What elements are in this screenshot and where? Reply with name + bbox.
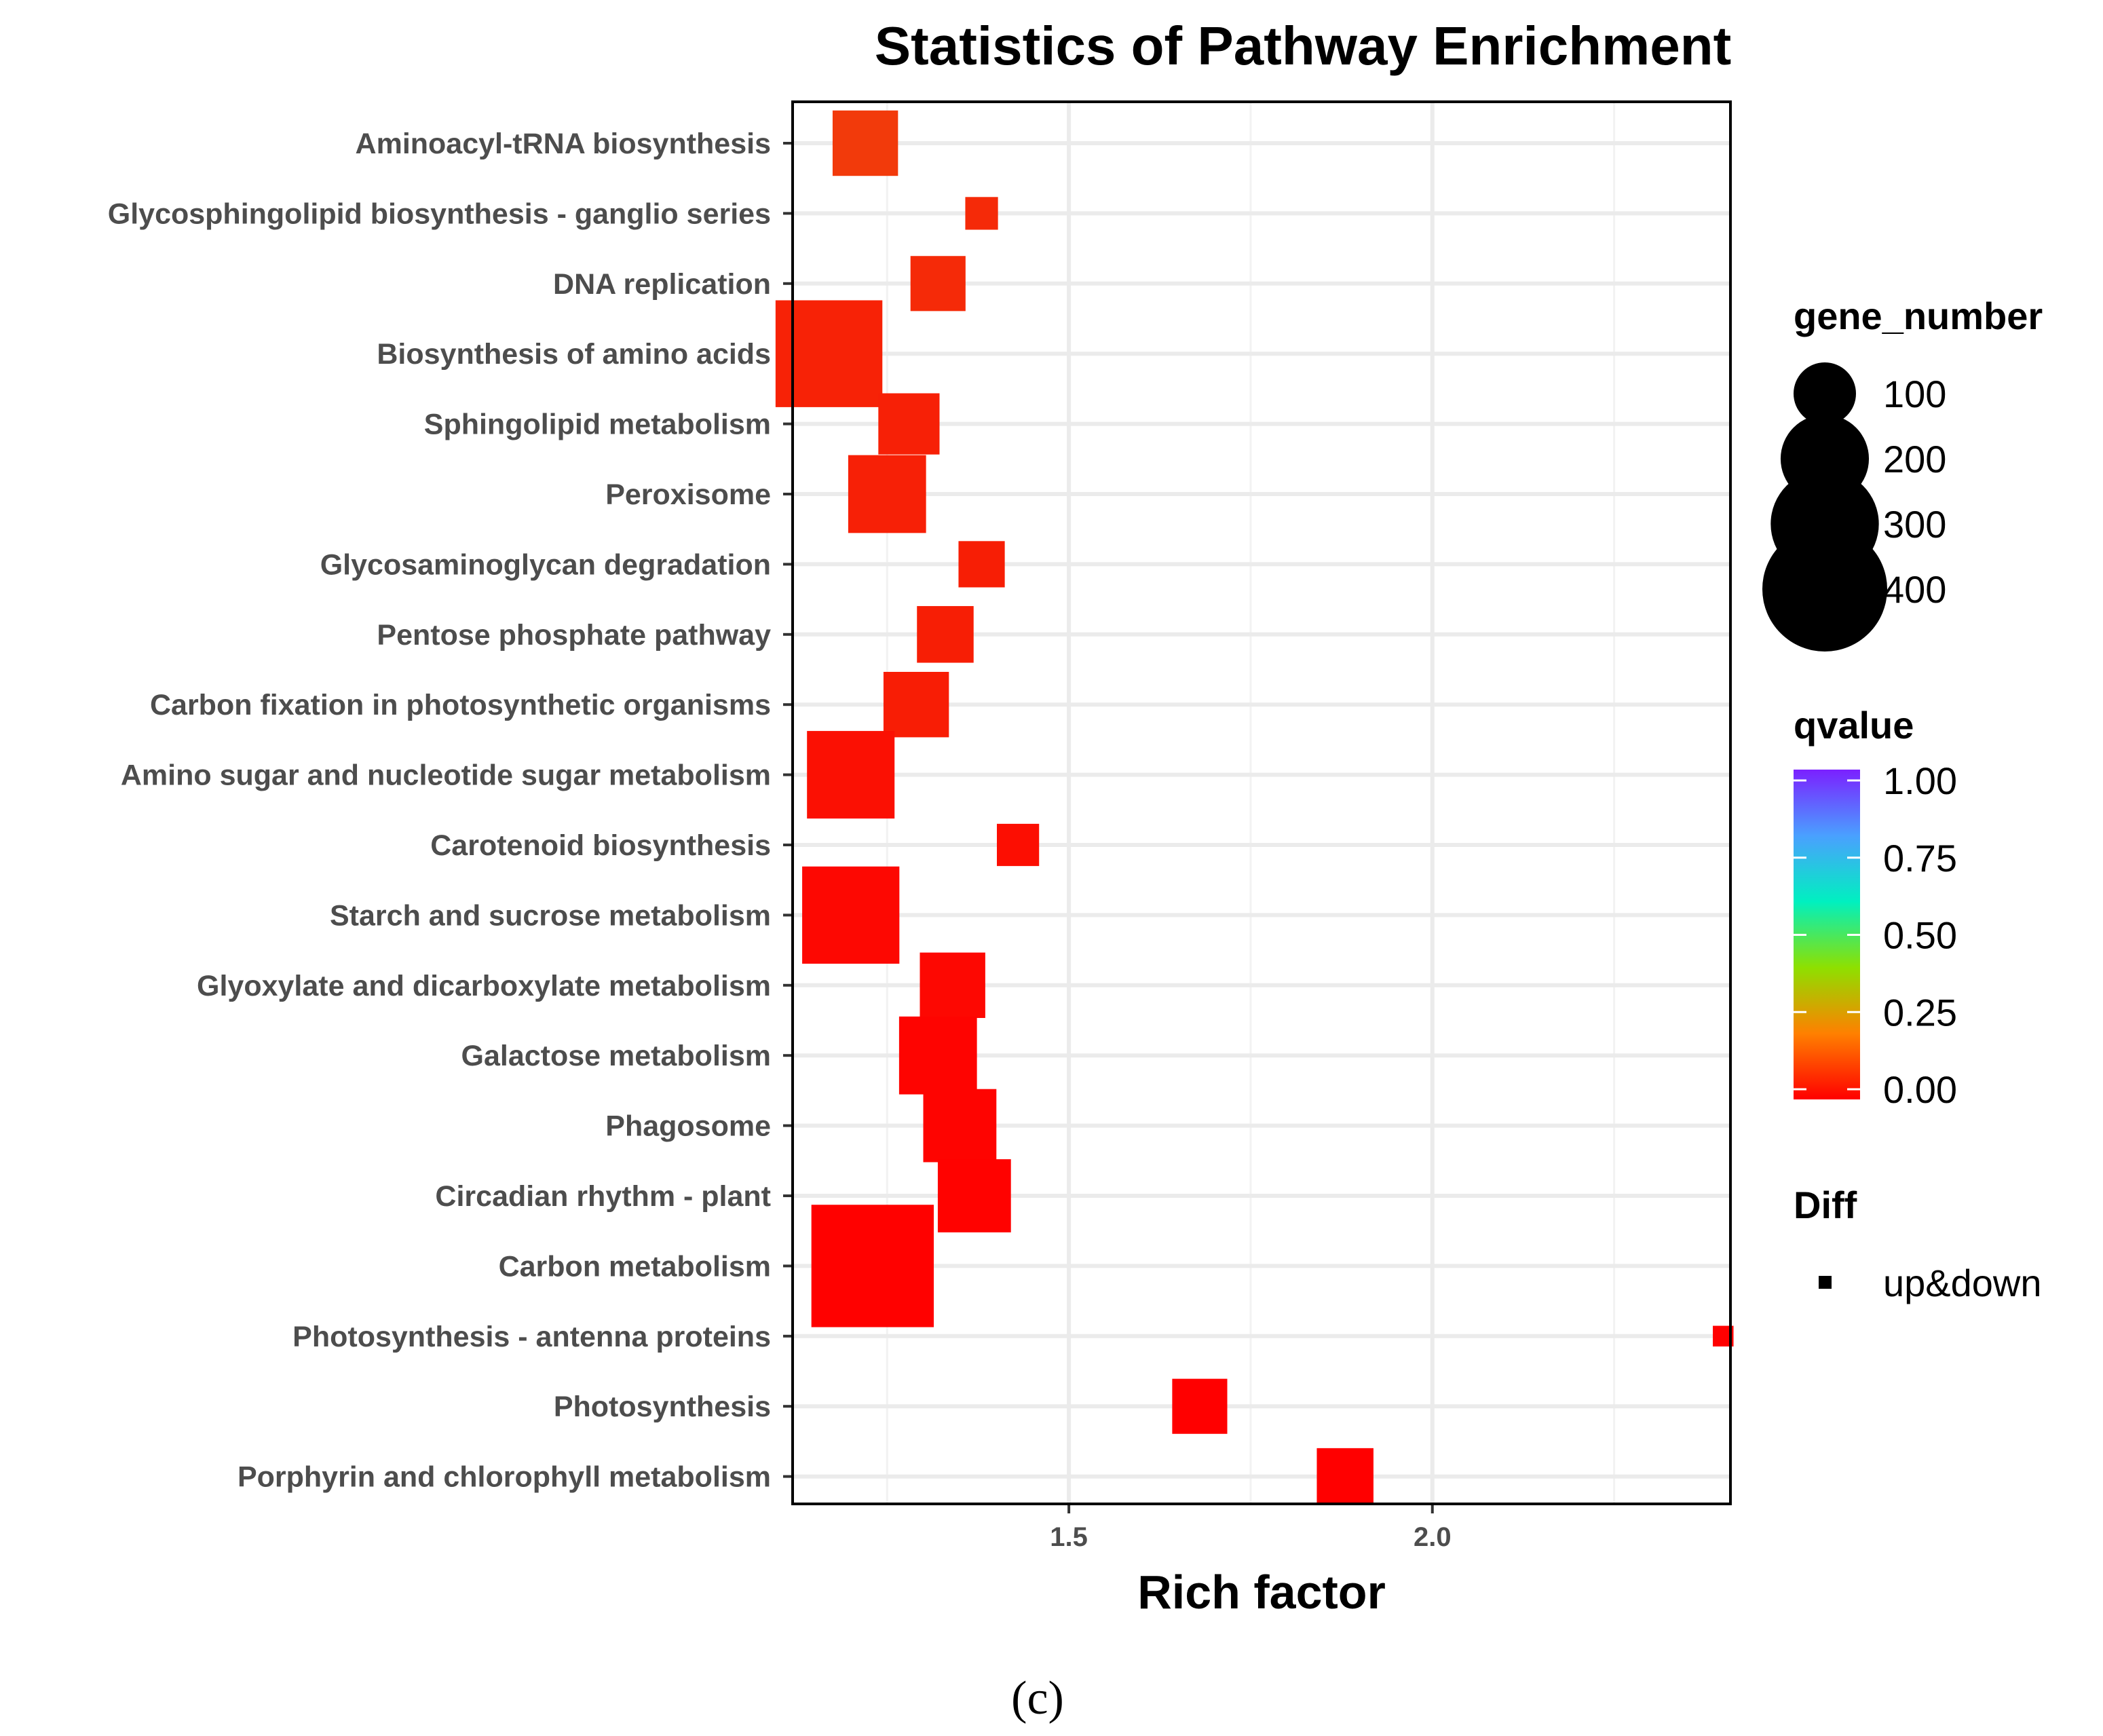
data-points <box>775 110 1734 1505</box>
data-point <box>811 1205 934 1327</box>
legend-shape-key <box>1819 1276 1832 1289</box>
data-point <box>958 541 1005 588</box>
data-point <box>917 606 974 663</box>
size-legend: 100 200 300 400 <box>1762 362 1946 652</box>
data-point <box>920 952 985 1018</box>
legend-size-title: gene_number <box>1794 295 2043 337</box>
data-point <box>832 110 898 176</box>
colorbar-tick-label: 0.25 <box>1883 991 1957 1034</box>
colorbar-tick-label: 0.75 <box>1883 837 1957 880</box>
legend-size-key <box>1794 362 1856 425</box>
figure-caption: (c) <box>1011 1672 1064 1724</box>
legend-shape-title: Diff <box>1794 1184 1857 1226</box>
y-tick-label: Galactose metabolism <box>461 1040 771 1072</box>
legend-size-label: 200 <box>1883 438 1946 480</box>
y-tick-label: Photosynthesis <box>554 1391 771 1423</box>
data-point <box>883 672 949 738</box>
y-tick-label: Aminoacyl-tRNA biosynthesis <box>356 128 771 160</box>
y-axis-ticks <box>783 142 793 1478</box>
y-tick-label: Carotenoid biosynthesis <box>430 829 771 862</box>
y-tick-label: Photosynthesis - antenna proteins <box>292 1321 771 1353</box>
colorbar-tick-label: 0.00 <box>1883 1068 1957 1111</box>
y-tick-label: Glycosaminoglycan degradation <box>320 548 771 581</box>
data-point <box>898 1016 977 1095</box>
x-axis-title: Rich factor <box>1137 1566 1386 1619</box>
colorbar-tick-label: 0.50 <box>1883 914 1957 957</box>
legend-size-label: 100 <box>1883 373 1946 415</box>
y-tick-label: Porphyrin and chlorophyll metabolism <box>238 1461 771 1494</box>
y-tick-label: Amino sugar and nucleotide sugar metabol… <box>121 759 771 792</box>
x-axis-ticks: 1.5 2.0 <box>1050 1504 1452 1552</box>
data-point <box>1172 1378 1228 1434</box>
data-point <box>937 1159 1011 1232</box>
y-tick-label: Carbon fixation in photosynthetic organi… <box>150 689 771 721</box>
y-tick-label: Glycosphingolipid biosynthesis - ganglio… <box>108 197 771 230</box>
legend-color-title: qvalue <box>1794 704 1914 747</box>
data-point <box>848 455 926 533</box>
colorbar-tick-label: 1.00 <box>1883 759 1957 802</box>
colorbar-ticks: 1.00 0.75 0.50 0.25 0.00 <box>1794 759 1957 1111</box>
chart-title: Statistics of Pathway Enrichment <box>875 16 1732 76</box>
data-point <box>996 823 1040 867</box>
y-tick-label: Peroxisome <box>605 478 771 511</box>
y-tick-label: DNA replication <box>553 268 771 301</box>
legend-size-key <box>1762 527 1887 652</box>
data-point <box>878 393 940 455</box>
data-point <box>910 256 966 312</box>
data-point <box>923 1089 997 1163</box>
y-tick-label: Carbon metabolism <box>499 1250 771 1283</box>
y-tick-label: Biosynthesis of amino acids <box>377 338 771 371</box>
y-axis-labels: Aminoacyl-tRNA biosynthesis Glycosphingol… <box>108 128 771 1494</box>
legend-shape-label: up&down <box>1883 1262 2042 1304</box>
data-point <box>807 731 895 819</box>
grid-lines <box>793 102 1730 1504</box>
plot-panel-border <box>791 100 1732 1505</box>
data-point <box>1316 1448 1373 1505</box>
legend-size-label: 300 <box>1883 503 1946 546</box>
y-tick-label: Starch and sucrose metabolism <box>330 899 771 932</box>
legend: gene_number 100 200 300 400 qvalue 1.00 0.75… <box>1762 295 2043 1304</box>
plot-panel <box>793 102 1730 1504</box>
x-tick-label: 2.0 <box>1414 1522 1452 1552</box>
x-tick-label: 1.5 <box>1050 1522 1088 1552</box>
y-tick-label: Sphingolipid metabolism <box>424 409 771 441</box>
y-tick-label: Glyoxylate and dicarboxylate metabolism <box>197 970 771 1002</box>
y-tick-label: Pentose phosphate pathway <box>377 619 771 652</box>
data-point <box>802 866 900 964</box>
y-tick-label: Circadian rhythm - plant <box>435 1180 771 1213</box>
legend-size-label: 400 <box>1883 568 1946 611</box>
data-point <box>965 197 998 230</box>
y-tick-label: Phagosome <box>605 1110 771 1143</box>
